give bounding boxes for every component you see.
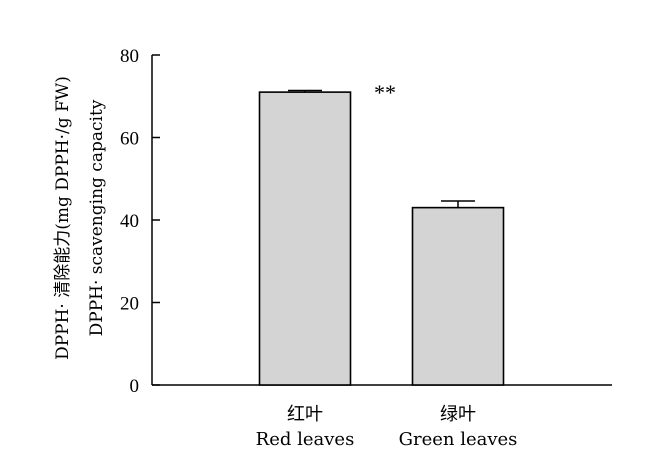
significance-annotation: ** — [374, 80, 396, 105]
y-tick-label: 60 — [120, 129, 139, 150]
y-axis-title: DPPH· 清除能力(mg DPPH·/g FW) DPPH· scavengi… — [53, 76, 107, 360]
plot-area: 0 20 40 60 80 红叶 Red leaves 绿叶 Green leaves ** — [120, 46, 612, 450]
y-tick-label: 20 — [120, 294, 139, 315]
x-category-label: 红叶 — [287, 404, 323, 425]
y-axis-title-line-2: DPPH· scavenging capacity — [87, 99, 107, 336]
y-tick-label: 40 — [120, 211, 139, 232]
y-tick-label: 80 — [120, 46, 139, 67]
x-category-label: Red leaves — [256, 429, 355, 450]
x-category-label: 绿叶 — [440, 404, 476, 425]
y-tick-label: 0 — [130, 376, 140, 397]
bar — [411, 206, 505, 386]
bar — [258, 91, 352, 386]
y-axis-title-line-1: DPPH· 清除能力(mg DPPH·/g FW) — [53, 76, 73, 360]
x-category-label: Green leaves — [399, 429, 518, 450]
